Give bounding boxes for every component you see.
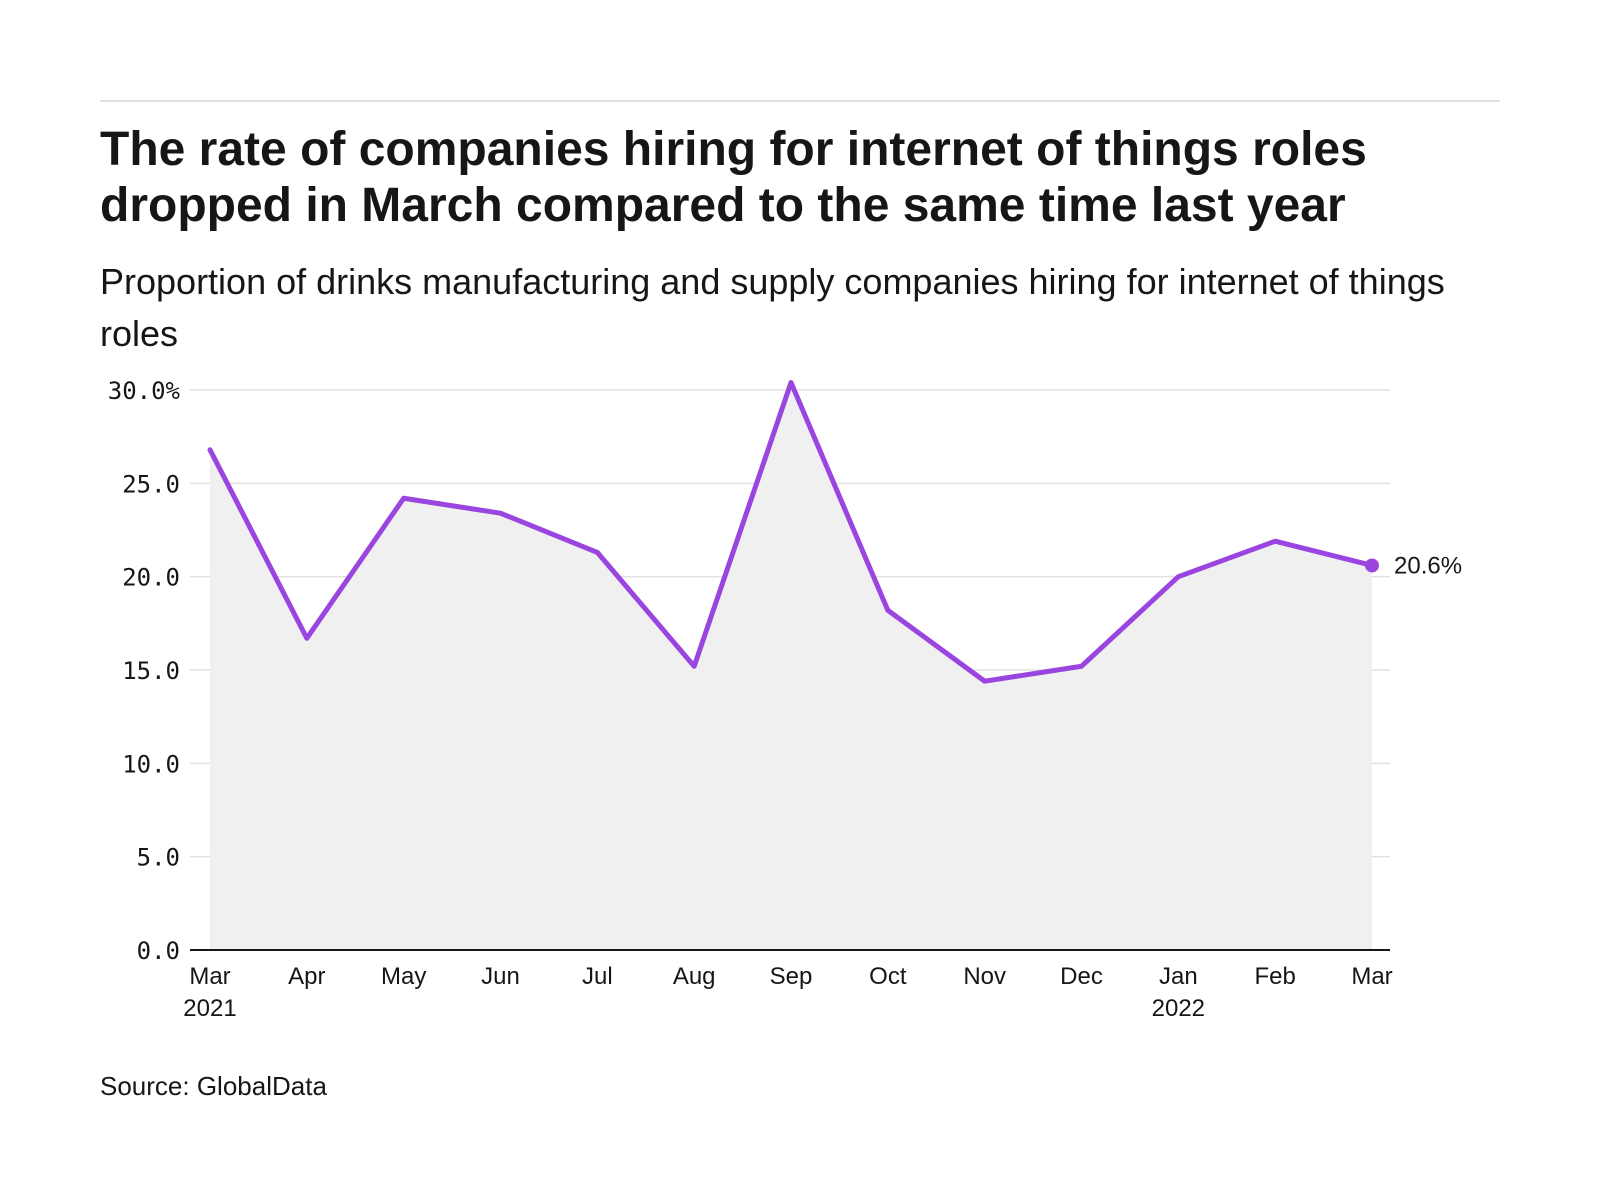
data-point: [788, 380, 794, 386]
end-marker-group: 20.6%: [207, 380, 1462, 684]
x-tick-label: Aug: [673, 963, 716, 990]
x-tick-label: Nov: [963, 963, 1006, 990]
data-point: [885, 607, 891, 613]
x-axis-ticks: Mar 2021 Apr May Jun Jul Aug Sep Oct Nov Dec Jan 202…: [183, 963, 1392, 1022]
data-point: [304, 635, 310, 641]
data-point: [498, 510, 504, 516]
line-chart: 20.6% 0.0 5.0 10.0 15.0 20.0 25.0 30.0% Mar 202…: [108, 377, 1462, 1022]
area-fill: [210, 382, 1372, 950]
x-tick-label: Feb: [1254, 963, 1295, 990]
series-line: [207, 380, 1375, 684]
x-tick-label: Sep: [770, 963, 813, 990]
data-point: [207, 447, 213, 453]
x-tick-label: Apr: [288, 963, 325, 990]
y-tick-label: 0.0: [137, 937, 180, 965]
x-tick-label: May: [381, 963, 426, 990]
data-point: [982, 678, 988, 684]
y-tick-label: 30.0%: [108, 377, 181, 405]
x-tick-year-label: 2021: [183, 995, 236, 1022]
x-tick-label: Jun: [481, 963, 520, 990]
end-point-marker: [1365, 558, 1379, 573]
y-tick-label: 25.0: [122, 470, 180, 498]
x-tick-label: Jan: [1159, 963, 1198, 990]
chart-title: The rate of companies hiring for interne…: [100, 123, 1367, 232]
x-tick-label: Oct: [869, 963, 907, 990]
data-point: [401, 495, 407, 501]
end-value-label: 20.6%: [1394, 552, 1462, 579]
data-point: [1175, 574, 1181, 580]
top-divider: [100, 100, 1500, 102]
data-point: [691, 663, 697, 669]
data-point: [594, 549, 600, 555]
source-note: Source: GlobalData: [100, 1071, 327, 1101]
x-tick-label: Jul: [582, 963, 613, 990]
x-tick-year-label: 2022: [1152, 995, 1205, 1022]
y-tick-label: 15.0: [122, 657, 180, 685]
y-tick-label: 5.0: [137, 844, 180, 872]
y-axis-ticks: 0.0 5.0 10.0 15.0 20.0 25.0 30.0%: [108, 377, 181, 965]
x-tick-label: Dec: [1060, 963, 1103, 990]
x-tick-label: Mar: [1351, 963, 1392, 990]
x-tick-label: Mar: [189, 963, 230, 990]
data-point: [1272, 538, 1278, 544]
data-point: [1079, 663, 1085, 669]
y-tick-label: 10.0: [122, 750, 180, 778]
chart-subtitle: Proportion of drinks manufacturing and s…: [100, 261, 1445, 354]
y-tick-label: 20.0: [122, 564, 180, 592]
